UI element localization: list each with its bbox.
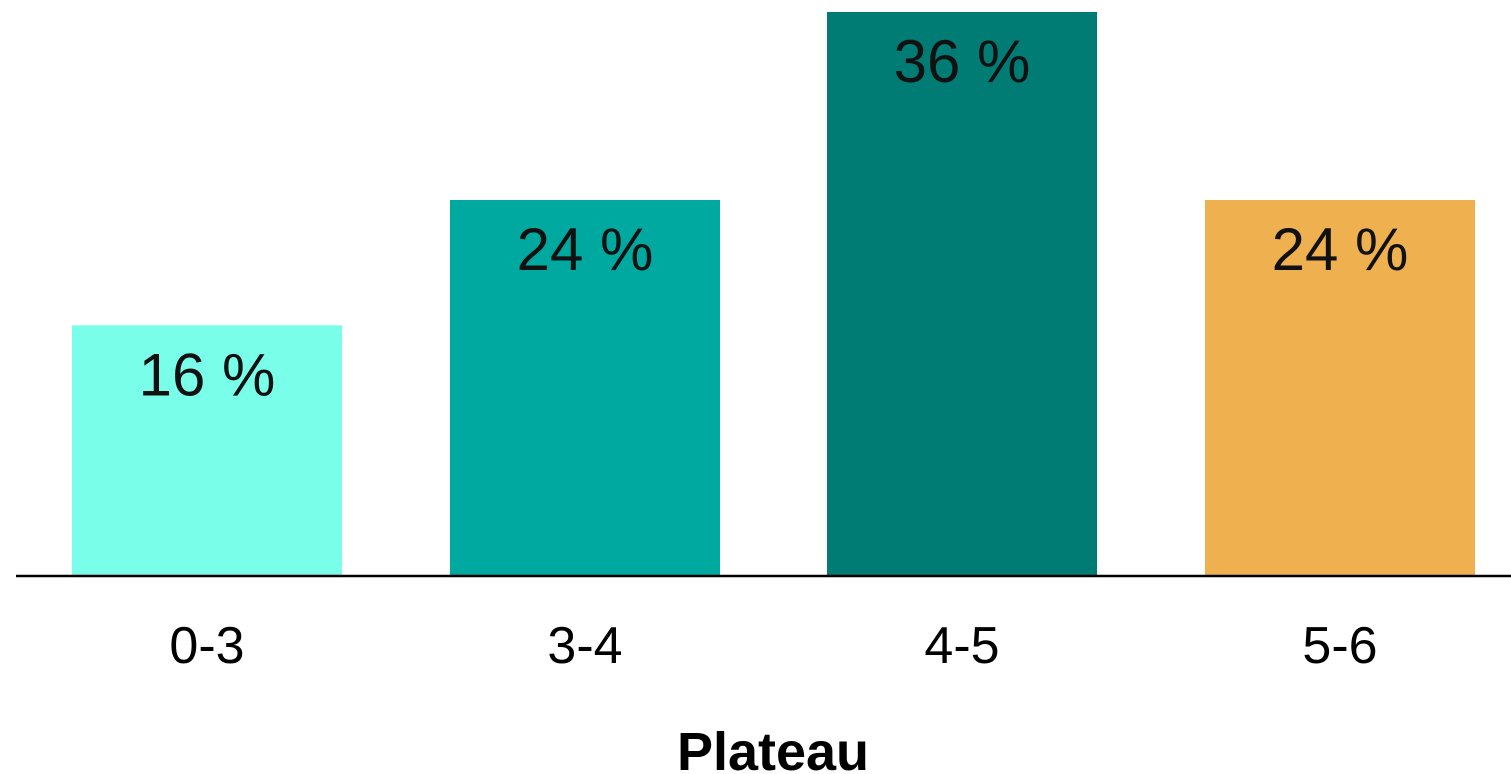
bar-value-label: 24 % [517,216,654,283]
bar-value-label: 24 % [1272,216,1409,283]
x-tick-label: 5-6 [1302,617,1377,675]
x-tick-label: 4-5 [924,617,999,675]
x-tick-label: 0-3 [169,617,244,675]
bar-5-6 [1205,200,1475,576]
bar-3-4 [450,200,720,576]
bar-value-label: 16 % [139,341,276,408]
x-tick-labels: 0-3 3-4 4-5 5-6 [169,617,1377,675]
x-axis-title: Plateau [677,722,869,774]
bars-group: 16 % 24 % 36 % 24 % [72,12,1475,576]
bar-4-5 [827,12,1097,576]
x-tick-label: 3-4 [547,617,622,675]
bar-0-3 [72,325,342,576]
bar-value-label: 36 % [894,28,1031,95]
